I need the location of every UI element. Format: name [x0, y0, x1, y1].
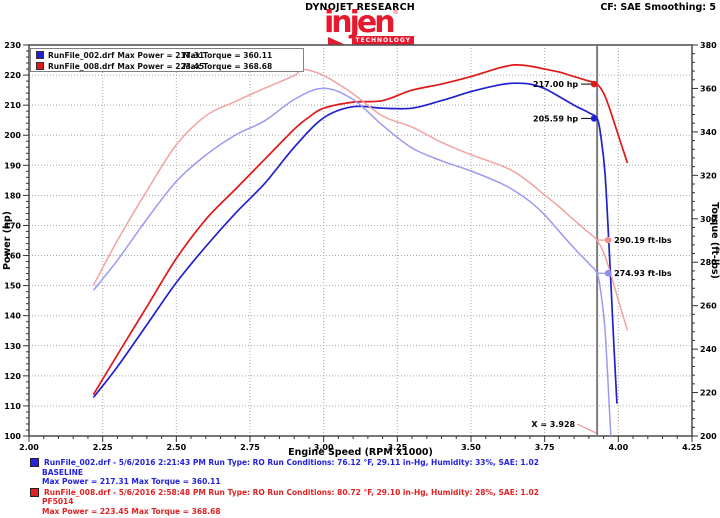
svg-text:205.59 hp: 205.59 hp	[533, 114, 578, 123]
svg-text:217.00 hp: 217.00 hp	[533, 80, 578, 89]
run-swatch-red	[30, 488, 39, 498]
series-runfile-002-power	[92, 82, 618, 404]
svg-text:150: 150	[4, 282, 21, 291]
brand-title: DYNOJET RESEARCH	[305, 2, 415, 13]
axis-ticks	[23, 44, 698, 442]
svg-text:140: 140	[4, 312, 21, 321]
svg-text:180: 180	[4, 191, 21, 200]
svg-text:3.50: 3.50	[461, 443, 481, 452]
svg-text:360: 360	[700, 84, 717, 93]
series-runfile-008-torque	[93, 68, 628, 331]
logo-swoosh	[328, 37, 346, 45]
svg-text:220: 220	[700, 389, 717, 398]
svg-text:280: 280	[700, 258, 717, 267]
svg-text:230: 230	[4, 41, 21, 50]
svg-text:320: 320	[700, 171, 717, 180]
svg-text:260: 260	[700, 302, 717, 311]
x-axis-title: Engine Speed (RPM x1000)	[288, 447, 433, 458]
svg-text:160: 160	[4, 252, 21, 261]
series-swatch-red	[36, 62, 44, 70]
cursor-label-leader	[576, 423, 597, 434]
legend-max-torque: Max Torque = 368.68	[183, 61, 273, 71]
svg-text:380: 380	[700, 41, 717, 50]
svg-text:210: 210	[4, 101, 21, 110]
legend-file-name: RunFile_002.drf	[48, 50, 115, 60]
injen-logo: injen® TECHNOLOGY	[324, 8, 414, 45]
legend-max-power: Max Power = 223.45	[117, 61, 205, 71]
svg-text:3.75: 3.75	[535, 443, 555, 452]
plot-frame	[28, 44, 693, 437]
svg-text:340: 340	[700, 128, 717, 137]
power-axis-title: Power (hp)	[2, 211, 13, 270]
run-details-intake: RunFile_008.drf - 5/6/2016 2:58:48 PM Ru…	[30, 488, 539, 517]
svg-text:2.50: 2.50	[166, 443, 186, 452]
svg-text:240: 240	[700, 345, 717, 354]
svg-text:220: 220	[4, 71, 21, 80]
svg-text:300: 300	[700, 215, 717, 224]
svg-text:110: 110	[4, 402, 21, 411]
run-max-values: Max Power = 223.45 Max Torque = 368.68	[42, 506, 221, 516]
svg-text:2.75: 2.75	[240, 443, 260, 452]
registered-mark: ®	[392, 9, 399, 16]
svg-text:120: 120	[4, 372, 21, 381]
legend-max-torque: Max Torque = 360.11	[183, 50, 273, 60]
svg-text:3.00: 3.00	[314, 443, 334, 452]
svg-text:2.25: 2.25	[93, 443, 113, 452]
svg-text:130: 130	[4, 342, 21, 351]
run-label: BASELINE	[42, 467, 84, 477]
series-runfile-002-torque	[93, 87, 612, 436]
svg-text:200: 200	[4, 131, 21, 140]
grid-lines	[29, 45, 692, 436]
axis-tick-labels: 2.00 2.25 2.50 2.75 3.00 3.25 3.50 3.75 4.00 4.25…	[4, 41, 717, 452]
svg-text:3.25: 3.25	[387, 443, 407, 452]
run-label: PF5014	[42, 497, 74, 507]
run-details-baseline: RunFile_002.drf - 5/6/2016 2:21:43 PM Ru…	[30, 458, 539, 487]
run-max-values: Max Power = 217.31 Max Torque = 360.11	[42, 477, 221, 487]
run-swatch-blue	[30, 458, 39, 468]
logo-technology-banner: TECHNOLOGY	[352, 36, 414, 45]
run-conditions: RunFile_008.drf - 5/6/2016 2:58:48 PM Ru…	[44, 487, 539, 497]
logo-wordmark: injen	[324, 5, 396, 40]
svg-text:190: 190	[4, 161, 21, 170]
svg-text:4.25: 4.25	[682, 443, 702, 452]
cursor-annotations: 217.00 hp 205.59 hp 290.19 ft-lbs 274.93 ft…	[533, 80, 672, 278]
run-conditions: RunFile_002.drf - 5/6/2016 2:21:43 PM Ru…	[44, 458, 539, 467]
legend-max-power: Max Power = 217.31	[117, 50, 205, 60]
svg-text:290.19 ft-lbs: 290.19 ft-lbs	[614, 236, 672, 245]
svg-text:274.93 ft-lbs: 274.93 ft-lbs	[614, 269, 672, 278]
legend-file-name: RunFile_008.drf	[48, 61, 115, 71]
cursor-x-label: X = 3.928	[531, 420, 575, 429]
svg-text:2.00: 2.00	[19, 443, 39, 452]
smoothing-settings: CF: SAE Smoothing: 5	[600, 2, 716, 13]
run-info-block: RunFile_002.drf - 5/6/2016 2:21:43 PM Ru…	[30, 458, 539, 518]
svg-text:200: 200	[700, 432, 717, 441]
legend-row-intake: RunFile_008.drf Max Power = 223.45 Max T…	[31, 61, 303, 71]
torque-axis-title: Torque (ft-lbs)	[709, 202, 720, 279]
svg-text:4.00: 4.00	[608, 443, 628, 452]
legend-box: RunFile_002.drf Max Power = 217.31 Max T…	[30, 48, 304, 72]
series-swatch-blue	[36, 51, 44, 59]
legend-row-baseline: RunFile_002.drf Max Power = 217.31 Max T…	[31, 50, 303, 60]
svg-text:170: 170	[4, 221, 21, 230]
svg-text:100: 100	[4, 432, 21, 441]
